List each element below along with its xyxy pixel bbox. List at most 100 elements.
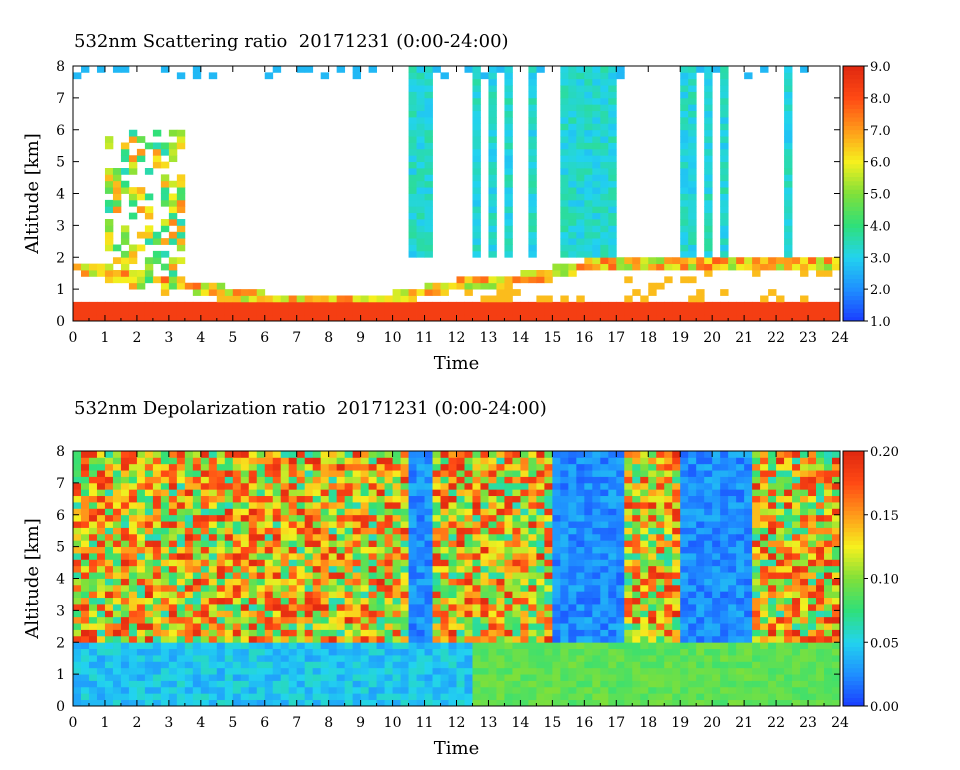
heatmap-cell	[680, 661, 689, 669]
heatmap-cell	[712, 565, 721, 573]
heatmap-cell	[392, 502, 401, 509]
heatmap-cell	[720, 199, 729, 207]
heatmap-cell	[560, 693, 569, 701]
heatmap-cell	[200, 623, 210, 630]
heatmap-cell	[608, 206, 617, 214]
heatmap-cell	[200, 559, 210, 567]
heatmap-cell	[608, 470, 617, 477]
heatmap-cell	[392, 482, 401, 490]
colorbar-segment	[843, 83, 864, 88]
heatmap-cell	[456, 616, 465, 624]
heatmap-cell	[568, 66, 577, 73]
heatmap-cell	[160, 610, 170, 618]
heatmap-cell	[256, 565, 266, 573]
heatmap-cell	[584, 470, 593, 477]
heatmap-cell	[624, 470, 633, 477]
heatmap-cell	[488, 212, 497, 220]
heatmap-cell	[296, 686, 306, 694]
heatmap-cell	[73, 655, 82, 662]
heatmap-cell	[624, 476, 633, 484]
heatmap-cell	[664, 642, 673, 650]
heatmap-cell	[544, 661, 553, 669]
heatmap-cell	[696, 521, 705, 528]
heatmap-cell	[240, 616, 250, 624]
heatmap-cell	[496, 591, 505, 599]
heatmap-cell	[528, 476, 537, 484]
heatmap-cell	[392, 686, 401, 694]
heatmap-cell	[608, 78, 617, 86]
heatmap-cell	[568, 97, 577, 105]
heatmap-cell	[488, 584, 497, 592]
heatmap-cell	[784, 225, 793, 233]
heatmap-cell	[632, 635, 641, 643]
heatmap-cell	[656, 674, 665, 681]
heatmap-cell	[120, 225, 130, 233]
heatmap-cell	[464, 553, 473, 560]
heatmap-cell	[184, 629, 194, 637]
heatmap-cell	[144, 521, 154, 528]
heatmap-cell	[424, 546, 433, 554]
heatmap-cell	[776, 610, 785, 618]
heatmap-cell	[448, 591, 457, 599]
heatmap-cell	[432, 514, 441, 522]
heatmap-cell	[400, 508, 409, 516]
heatmap-cell	[456, 521, 465, 528]
heatmap-cell	[416, 584, 425, 592]
heatmap-cell	[624, 508, 633, 516]
heatmap-cell	[640, 470, 649, 477]
heatmap-cell	[312, 308, 322, 316]
heatmap-cell	[480, 308, 489, 316]
heatmap-cell	[472, 282, 481, 290]
heatmap-cell	[616, 572, 625, 579]
heatmap-cell	[560, 463, 569, 471]
heatmap-cell	[784, 693, 793, 701]
heatmap-cell	[464, 597, 473, 605]
heatmap-cell	[664, 470, 673, 477]
heatmap-cell	[256, 546, 266, 554]
heatmap-cell	[640, 463, 649, 471]
heatmap-cell	[776, 495, 785, 503]
heatmap-cell	[416, 301, 425, 309]
heatmap-cell	[128, 680, 138, 688]
heatmap-cell	[592, 699, 601, 707]
heatmap-cell	[168, 257, 178, 265]
heatmap-cell	[656, 521, 665, 528]
heatmap-cell	[384, 546, 393, 554]
heatmap-cell	[200, 667, 210, 675]
heatmap-cell	[416, 117, 425, 124]
heatmap-cell	[560, 540, 569, 548]
heatmap-cell	[608, 219, 617, 226]
heatmap-cell	[688, 206, 697, 214]
heatmap-cell	[256, 482, 266, 490]
heatmap-cell	[592, 110, 601, 118]
heatmap-cell	[744, 540, 753, 548]
heatmap-cell	[720, 540, 729, 548]
heatmap-cell	[776, 616, 785, 624]
heatmap-cell	[128, 521, 138, 528]
heatmap-cell	[408, 470, 417, 477]
heatmap-cell	[680, 648, 689, 656]
heatmap-cell	[416, 289, 425, 296]
heatmap-cell	[128, 161, 138, 169]
colorbar-segment	[843, 308, 864, 313]
heatmap-cell	[264, 584, 274, 592]
heatmap-cell	[576, 553, 585, 560]
heatmap-cell	[656, 470, 665, 477]
heatmap-cell	[184, 667, 194, 675]
heatmap-cell	[416, 244, 425, 252]
heatmap-cell	[696, 578, 705, 586]
heatmap-cell	[560, 91, 569, 99]
heatmap-cell	[120, 270, 130, 277]
heatmap-cell	[480, 470, 489, 477]
heatmap-cell	[240, 489, 250, 497]
heatmap-cell	[688, 142, 697, 150]
heatmap-cell	[416, 123, 425, 131]
heatmap-cell	[248, 451, 258, 458]
heatmap-cell	[560, 155, 569, 163]
heatmap-cell	[472, 180, 481, 188]
heatmap-cell	[656, 610, 665, 618]
heatmap-cell	[688, 559, 697, 567]
heatmap-cell	[504, 451, 513, 458]
heatmap-cell	[600, 540, 609, 548]
heatmap-cell	[760, 514, 769, 522]
